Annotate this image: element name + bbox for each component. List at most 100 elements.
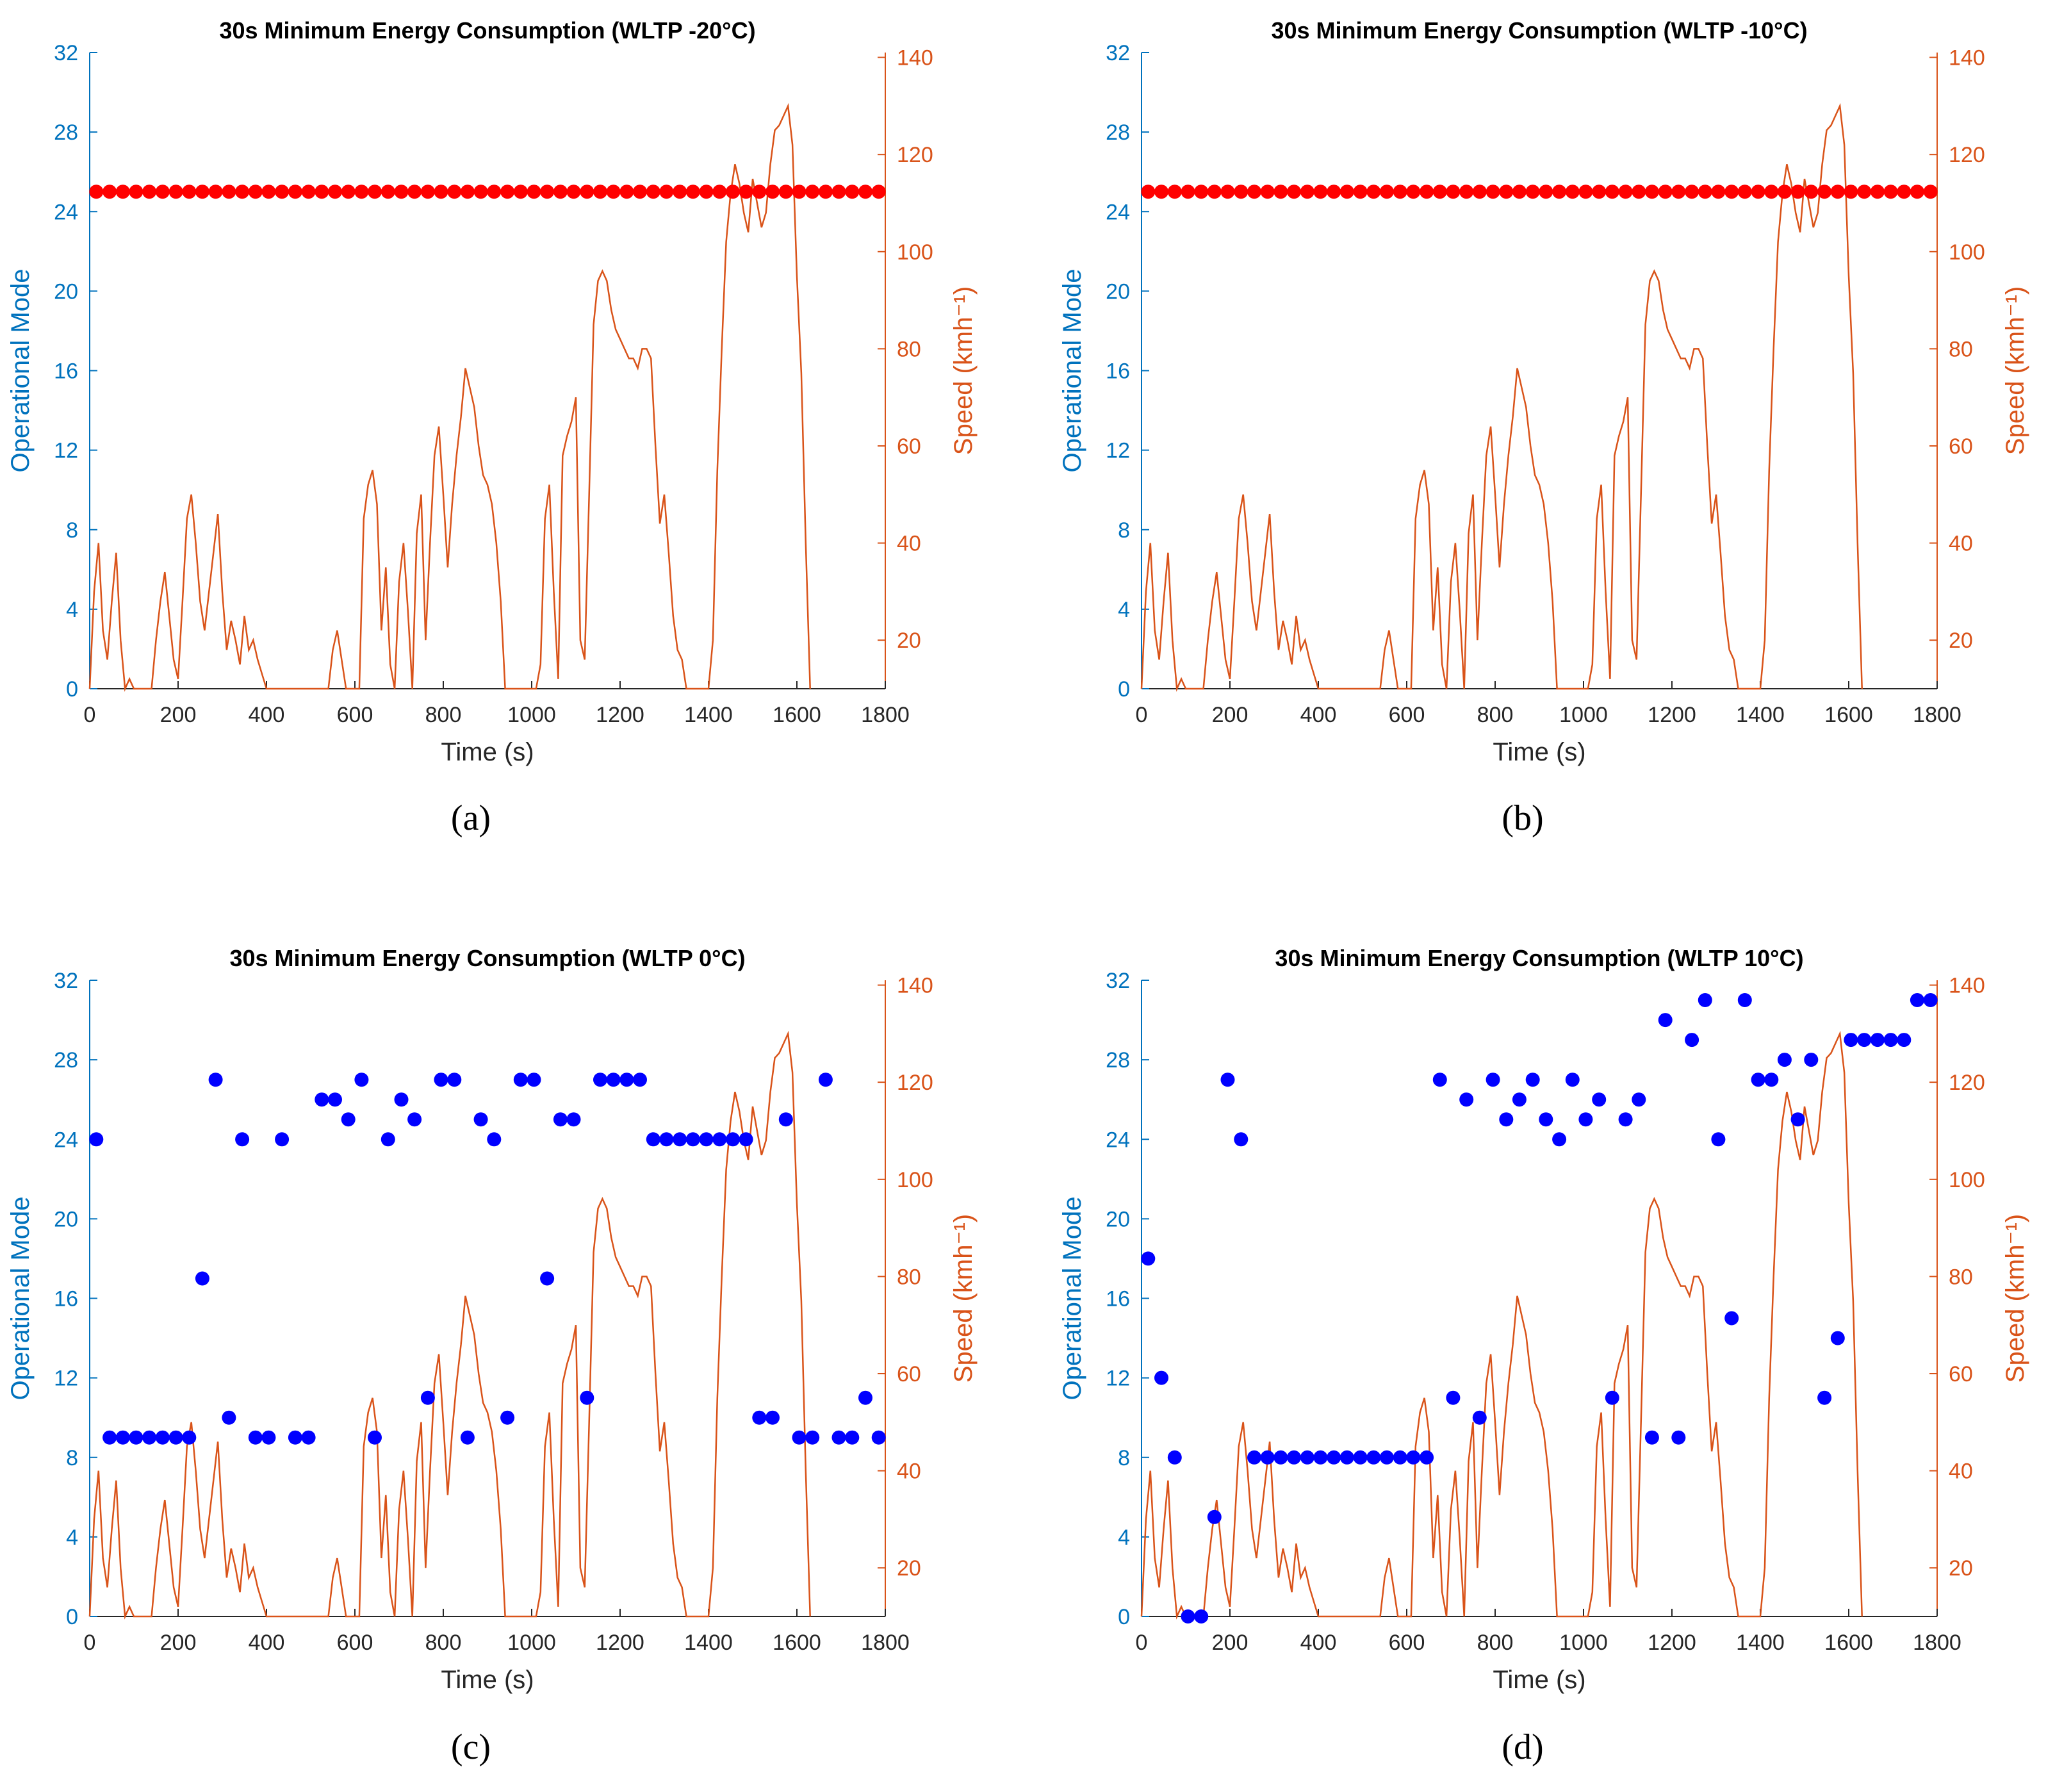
mode-marker bbox=[222, 1410, 236, 1425]
y-left-tick-label: 8 bbox=[1118, 518, 1130, 543]
x-tick-label: 400 bbox=[249, 703, 285, 727]
mode-marker bbox=[473, 185, 488, 199]
mode-marker bbox=[1327, 1450, 1341, 1465]
mode-marker bbox=[341, 1112, 356, 1127]
x-tick-label: 1800 bbox=[861, 1631, 910, 1655]
mode-marker bbox=[845, 185, 860, 199]
mode-marker bbox=[566, 1112, 581, 1127]
x-tick-label: 600 bbox=[1389, 1631, 1425, 1655]
y-left-tick-label: 12 bbox=[54, 439, 78, 463]
mode-marker bbox=[659, 185, 674, 199]
mode-marker bbox=[1446, 185, 1461, 199]
mode-marker bbox=[646, 1132, 660, 1147]
mode-marker bbox=[1737, 185, 1752, 199]
y-right-tick-label: 140 bbox=[897, 974, 933, 998]
panel-title: 30s Minimum Energy Consumption (WLTP -10… bbox=[1271, 17, 1807, 44]
y-right-tick-label: 20 bbox=[897, 1556, 921, 1581]
x-tick-label: 200 bbox=[160, 703, 197, 727]
panel-title: 30s Minimum Energy Consumption (WLTP -20… bbox=[219, 17, 755, 44]
panel-sub-label: (c) bbox=[451, 1727, 491, 1767]
panel-title: 30s Minimum Energy Consumption (WLTP 10°… bbox=[1275, 945, 1803, 971]
y-left-tick-label: 8 bbox=[1118, 1446, 1130, 1470]
mode-marker bbox=[1247, 185, 1261, 199]
mode-marker bbox=[89, 1132, 104, 1147]
mode-marker bbox=[540, 185, 555, 199]
speed-line bbox=[1140, 103, 1863, 692]
mode-marker bbox=[102, 185, 117, 199]
mode-marker bbox=[871, 185, 886, 199]
x-tick-label: 1400 bbox=[684, 703, 733, 727]
mode-marker bbox=[1313, 185, 1328, 199]
y-left-axis-label: Operational Mode bbox=[1058, 1197, 1086, 1401]
panel-d: 30s Minimum Energy Consumption (WLTP 10°… bbox=[1058, 945, 2029, 1767]
x-axis-label: Time (s) bbox=[1493, 738, 1585, 766]
y-left-tick-label: 16 bbox=[54, 359, 78, 384]
mode-marker bbox=[1870, 185, 1885, 199]
y-left-tick-label: 0 bbox=[66, 1605, 78, 1629]
mode-marker bbox=[513, 1073, 528, 1087]
mode-marker bbox=[805, 1430, 820, 1445]
mode-marker bbox=[394, 1092, 409, 1107]
mode-marker bbox=[646, 185, 660, 199]
mode-marker bbox=[1420, 1450, 1434, 1465]
mode-marker bbox=[1764, 1073, 1779, 1087]
mode-marker bbox=[1459, 1092, 1474, 1107]
panel-c: 30s Minimum Energy Consumption (WLTP 0°C… bbox=[6, 945, 978, 1767]
mode-marker bbox=[1711, 1132, 1726, 1147]
y-left-tick-label: 12 bbox=[1106, 439, 1130, 463]
y-left-tick-label: 4 bbox=[1118, 1525, 1130, 1550]
y-right-tick-label: 140 bbox=[897, 46, 933, 70]
mode-marker bbox=[1857, 185, 1872, 199]
mode-marker bbox=[619, 1073, 634, 1087]
x-axis-label: Time (s) bbox=[441, 1666, 534, 1694]
mode-marker bbox=[1618, 185, 1633, 199]
mode-marker bbox=[1194, 185, 1209, 199]
x-tick-label: 1600 bbox=[1824, 1631, 1873, 1655]
mode-marker bbox=[1685, 1033, 1699, 1048]
y-right-tick-label: 80 bbox=[1949, 1265, 1973, 1289]
y-left-tick-label: 4 bbox=[1118, 598, 1130, 622]
mode-marker bbox=[168, 185, 183, 199]
y-right-tick-label: 60 bbox=[1949, 1362, 1973, 1386]
mode-marker bbox=[407, 185, 422, 199]
mode-marker bbox=[473, 1112, 488, 1127]
mode-marker bbox=[1181, 1609, 1195, 1623]
y-right-tick-label: 20 bbox=[897, 629, 921, 653]
mode-marker bbox=[1141, 185, 1156, 199]
y-left-tick-label: 8 bbox=[66, 518, 78, 543]
x-tick-label: 1400 bbox=[1736, 1631, 1785, 1655]
mode-marker bbox=[1817, 1390, 1832, 1405]
mode-marker bbox=[1910, 993, 1924, 1007]
mode-marker bbox=[726, 185, 740, 199]
y-right-tick-label: 40 bbox=[897, 1459, 921, 1484]
mode-marker bbox=[1486, 1073, 1500, 1087]
y-right-tick-label: 100 bbox=[897, 240, 933, 265]
mode-marker bbox=[858, 1390, 872, 1405]
mode-marker bbox=[1711, 185, 1726, 199]
y-right-tick-label: 20 bbox=[1949, 1556, 1973, 1581]
x-tick-label: 200 bbox=[160, 1631, 197, 1655]
y-right-tick-label: 120 bbox=[897, 143, 933, 167]
mode-marker bbox=[1897, 185, 1912, 199]
mode-marker bbox=[1804, 185, 1819, 199]
y-left-tick-label: 32 bbox=[54, 41, 78, 65]
mode-marker bbox=[407, 1112, 422, 1127]
mode-marker bbox=[766, 1410, 780, 1425]
mode-marker bbox=[1685, 185, 1699, 199]
mode-marker bbox=[1207, 185, 1222, 199]
mode-marker bbox=[1671, 185, 1686, 199]
mode-marker bbox=[1698, 993, 1712, 1007]
mode-marker bbox=[1565, 1073, 1580, 1087]
y-left-tick-label: 0 bbox=[1118, 677, 1130, 702]
x-tick-label: 1400 bbox=[684, 1631, 733, 1655]
y-left-tick-label: 12 bbox=[54, 1367, 78, 1391]
mode-marker bbox=[1512, 1092, 1527, 1107]
mode-marker bbox=[155, 1430, 170, 1445]
mode-marker bbox=[1618, 1112, 1633, 1127]
mode-marker bbox=[1472, 185, 1487, 199]
mode-marker bbox=[341, 185, 356, 199]
y-left-tick-label: 24 bbox=[54, 1128, 78, 1152]
y-right-tick-label: 60 bbox=[897, 1362, 921, 1386]
y-right-tick-label: 120 bbox=[897, 1071, 933, 1095]
y-right-tick-label: 120 bbox=[1949, 1071, 1985, 1095]
